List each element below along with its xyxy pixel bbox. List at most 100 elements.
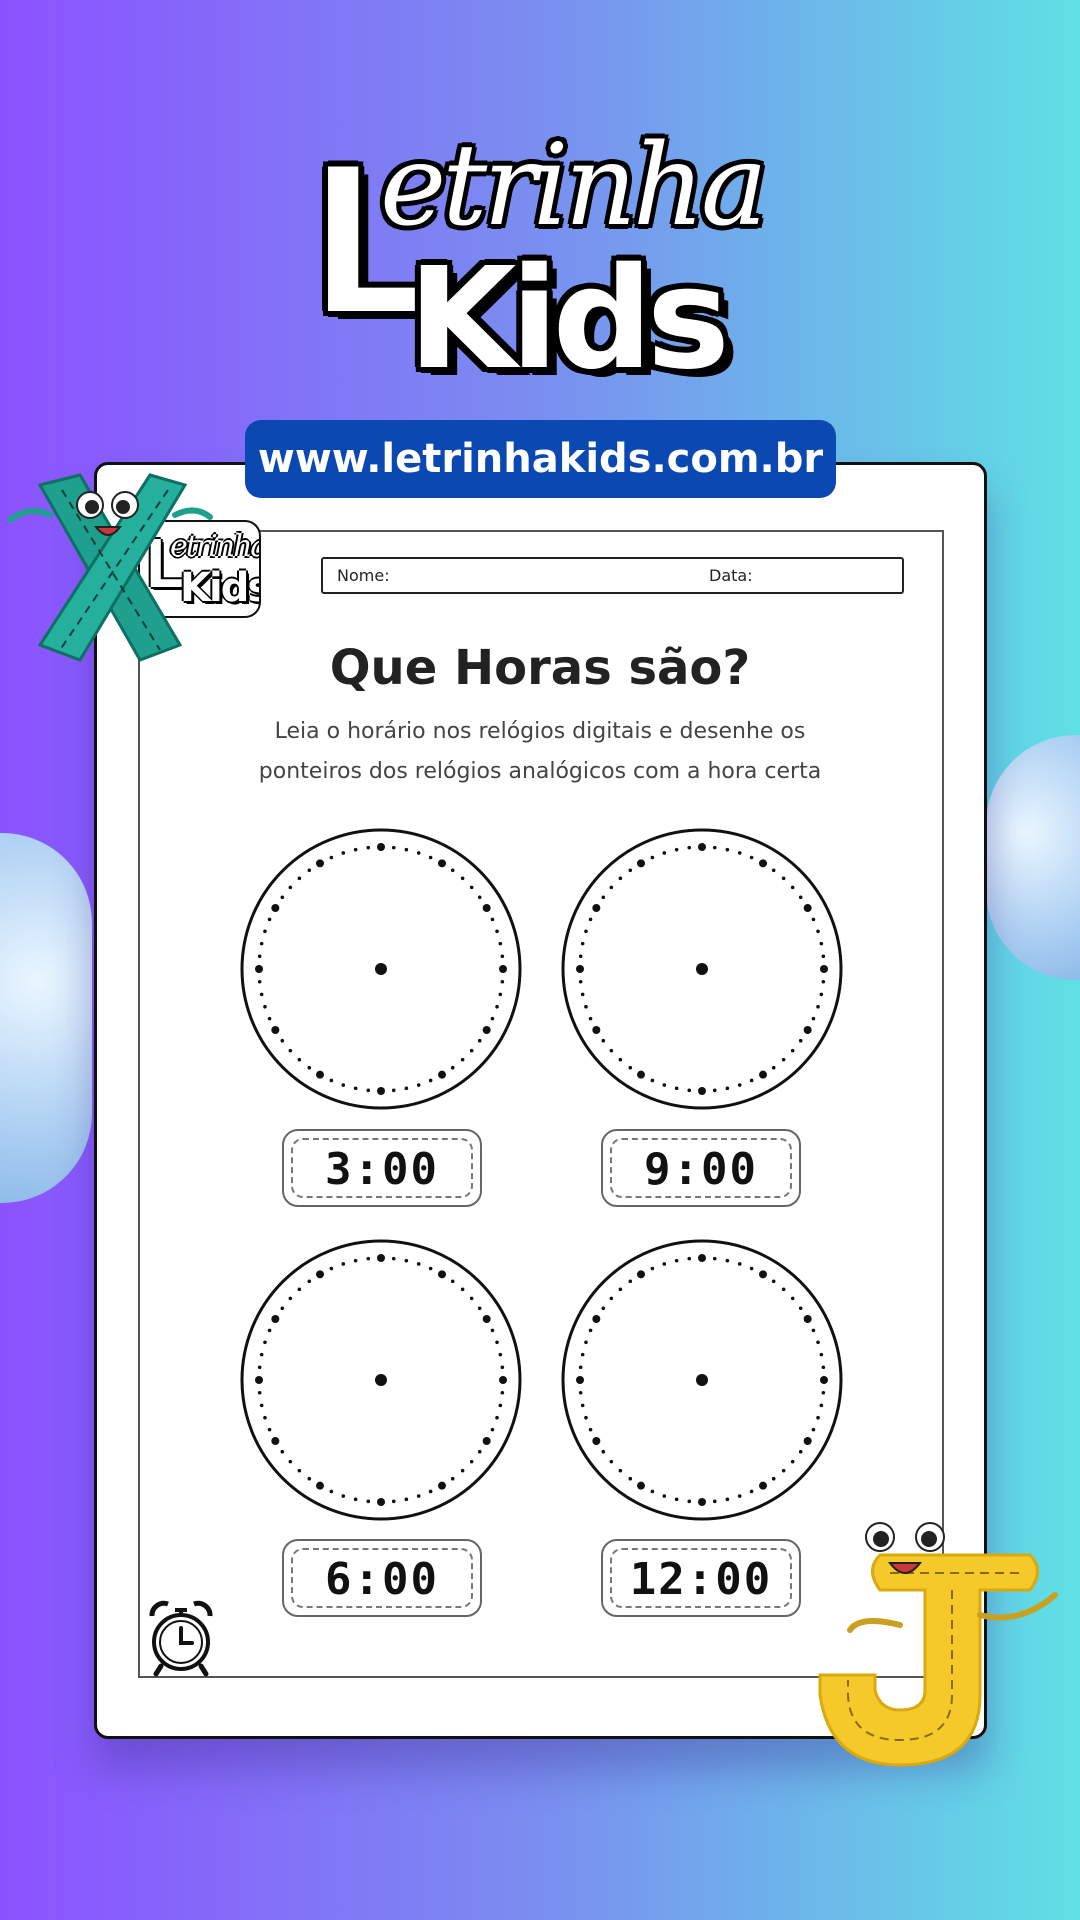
minute-mark [495, 1340, 499, 1345]
hour-mark [438, 1270, 446, 1279]
hour-mark [377, 843, 385, 851]
hour-mark [637, 1070, 645, 1079]
minute-mark [288, 1048, 293, 1053]
clock-center [696, 1374, 708, 1386]
minute-mark [790, 1296, 795, 1301]
hour-mark [316, 1270, 324, 1279]
minute-mark [798, 1038, 803, 1043]
minute-mark [267, 1016, 272, 1021]
minute-mark [687, 1499, 692, 1504]
hour-mark [759, 859, 767, 868]
minute-mark [469, 1296, 474, 1301]
hour-mark [482, 1026, 491, 1034]
minute-mark [450, 1476, 455, 1481]
name-date-field[interactable]: Nome: Data: [321, 557, 904, 594]
minute-mark [307, 1279, 312, 1284]
hour-mark [499, 965, 507, 973]
minute-mark [460, 1468, 465, 1473]
minute-mark [280, 895, 285, 900]
minute-mark [588, 1016, 593, 1021]
analog-clock[interactable] [239, 1238, 523, 1522]
minute-mark [341, 1494, 346, 1498]
minute-mark [469, 1459, 474, 1464]
minute-mark [737, 1083, 742, 1087]
minute-mark [662, 851, 667, 855]
minute-mark [819, 1352, 824, 1357]
website-url[interactable]: www.letrinhakids.com.br [245, 420, 836, 498]
minute-mark [263, 1340, 267, 1345]
minute-mark [584, 1415, 588, 1420]
minute-mark [601, 1306, 606, 1311]
analog-clock[interactable] [560, 1238, 844, 1522]
hour-mark [803, 1437, 812, 1445]
minute-mark [798, 895, 803, 900]
minute-mark [662, 1262, 667, 1266]
minute-mark [618, 876, 623, 881]
cloud-left [0, 833, 92, 1203]
minute-mark [267, 1328, 272, 1333]
minute-mark [353, 1497, 358, 1502]
hour-mark [316, 859, 324, 868]
minute-mark [725, 1497, 730, 1502]
minute-mark [618, 1287, 623, 1292]
minute-mark [469, 1048, 474, 1053]
minute-mark [790, 885, 795, 890]
minute-mark [404, 847, 409, 852]
minute-mark [490, 1016, 495, 1021]
minute-mark [601, 1038, 606, 1043]
minute-mark [798, 1306, 803, 1311]
minute-mark [477, 1038, 482, 1043]
minute-mark [477, 895, 482, 900]
minute-mark [650, 1078, 655, 1083]
clock-center [696, 963, 708, 975]
minute-mark [280, 1449, 285, 1454]
minute-mark [366, 1499, 371, 1504]
hour-mark [316, 1481, 324, 1490]
minute-mark [495, 929, 499, 934]
digital-clock: 3:00 [282, 1129, 482, 1207]
minute-mark [469, 885, 474, 890]
digital-time: 9:00 [610, 1138, 792, 1198]
minute-mark [674, 1258, 679, 1263]
analog-clock[interactable] [560, 827, 844, 1111]
minute-mark [450, 868, 455, 873]
minute-mark [307, 868, 312, 873]
minute-mark [580, 1352, 585, 1357]
minute-mark [819, 992, 824, 997]
hour-mark [438, 1481, 446, 1490]
minute-mark [609, 1048, 614, 1053]
hour-mark [803, 1315, 812, 1323]
minute-mark [329, 1078, 334, 1083]
minute-mark [588, 917, 593, 922]
hour-mark [759, 1270, 767, 1279]
minute-mark [329, 1266, 334, 1271]
letter-j-mascot [818, 1522, 1058, 1767]
minute-mark [618, 1468, 623, 1473]
minute-mark [628, 1476, 633, 1481]
minute-mark [404, 1497, 409, 1502]
minute-mark [584, 1340, 588, 1345]
minute-mark [498, 1403, 503, 1408]
minute-mark [712, 1088, 717, 1093]
minute-mark [687, 845, 692, 850]
hour-mark [698, 1087, 706, 1095]
minute-mark [771, 868, 776, 873]
minute-mark [329, 855, 334, 860]
minute-mark [687, 1088, 692, 1093]
minute-mark [811, 1016, 816, 1021]
minute-mark [341, 851, 346, 855]
hour-mark [820, 1376, 828, 1384]
minute-mark [259, 992, 264, 997]
minute-mark [416, 851, 421, 855]
minute-mark [650, 1266, 655, 1271]
minute-mark [819, 941, 824, 946]
clock-center [375, 1374, 387, 1386]
analog-clock[interactable] [239, 827, 523, 1111]
minute-mark [609, 1296, 614, 1301]
minute-mark [500, 979, 505, 984]
minute-mark [428, 1078, 433, 1083]
minute-mark [498, 941, 503, 946]
minute-mark [416, 1262, 421, 1266]
minute-mark [674, 1497, 679, 1502]
